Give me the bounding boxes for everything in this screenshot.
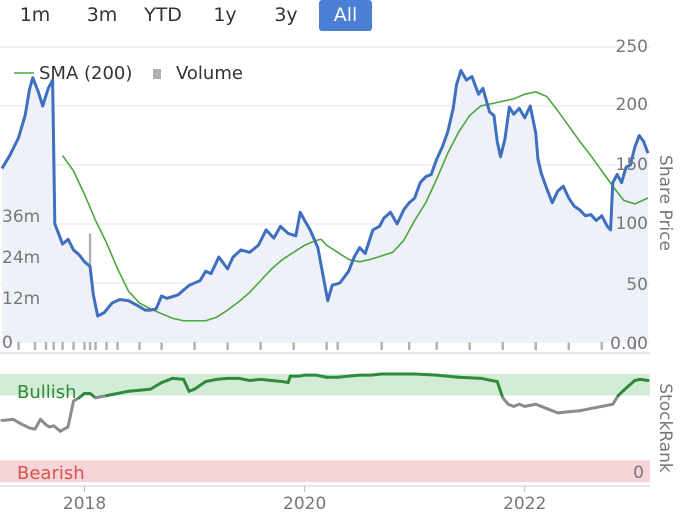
stockrank-line-segment (193, 380, 208, 391)
range-button-ytd[interactable]: YTD (144, 4, 182, 26)
x-tick-label: 2022 (503, 494, 546, 513)
stockrank-line-segment (270, 378, 285, 384)
volume-bar (105, 335, 108, 350)
volume-tick-label: 36m (2, 207, 40, 227)
price-tick-label: 150 (616, 155, 648, 175)
price-tick-label: 100 (616, 214, 648, 234)
stockrank-line-segment (19, 422, 32, 430)
stockrank-line-segment (116, 389, 131, 395)
stockrank-line-segment (347, 373, 362, 378)
legend-volume-label: Volume (176, 63, 243, 84)
stockrank-line-segment (160, 376, 175, 385)
volume-tick-label: 24m (2, 248, 40, 268)
stockrank-line-segment (171, 376, 186, 381)
range-button-1m[interactable]: 1m (19, 4, 51, 26)
stockrank-line-segment (369, 372, 384, 377)
stockrank-line-segment (578, 407, 593, 413)
stockrank-axis-title: StockRank (655, 383, 675, 473)
volume-bar (61, 339, 64, 350)
stockrank-line-segment (138, 387, 153, 392)
bullish-label: Bullish (17, 382, 77, 403)
stockrank-line-segment (589, 404, 604, 411)
bearish-label: Bearish (17, 463, 85, 484)
stockrank-line-segment (215, 376, 230, 381)
stockrank-line-segment (336, 374, 351, 379)
stockrank-line-segment (314, 373, 329, 379)
stockrank-line-segment (248, 377, 263, 382)
stockrank-tick-label: 0 (633, 463, 644, 483)
stockrank-line-segment (435, 373, 461, 379)
range-button-3m[interactable]: 3m (86, 4, 118, 26)
stockrank-line-segment (105, 391, 120, 398)
volume-bar (226, 342, 229, 350)
stockrank-line-segment (556, 410, 571, 415)
legend-sma-label: SMA (200) (39, 63, 132, 84)
x-tick-label: 2020 (283, 494, 326, 513)
volume-bar (160, 342, 163, 350)
volume-bar (138, 339, 141, 350)
stockrank-line-segment (237, 376, 252, 382)
stockrank-line-segment (638, 377, 650, 382)
volume-bar (193, 339, 196, 350)
stockrank-line-segment (413, 372, 439, 377)
range-button-1y[interactable]: 1y (213, 4, 237, 26)
price-area (2, 70, 648, 342)
volume-bar (600, 339, 603, 350)
volume-bar (534, 339, 537, 350)
stockrank-line-segment (182, 377, 191, 393)
volume-bar (116, 339, 119, 350)
stockrank-line-segment (259, 377, 274, 382)
volume-bar (567, 342, 570, 350)
stockrank-line-segment (94, 394, 109, 400)
volume-bar (380, 335, 383, 350)
volume-bar (72, 335, 75, 350)
range-button-all[interactable]: All (319, 0, 372, 31)
volume-bar (33, 335, 37, 350)
price-tick-label: 50 (626, 275, 648, 295)
sma-line (61, 91, 649, 322)
stockrank-line-segment (66, 399, 76, 429)
stockrank-line-segment (204, 377, 219, 384)
stockrank-line-segment (567, 409, 582, 414)
price-line (0, 69, 650, 318)
stockrank-line-segment (457, 375, 483, 380)
volume-bar (468, 342, 471, 350)
volume-tick-label: 0 (2, 333, 13, 353)
volume-bar (259, 339, 262, 350)
bearish-band (0, 460, 650, 482)
price-tick-label: 200 (616, 95, 648, 115)
stockrank-line-segment (33, 417, 43, 431)
volume-bar (17, 339, 20, 350)
stockrank-line-segment (0, 417, 15, 422)
price-axis-title: Share Price (655, 155, 675, 251)
range-button-3y[interactable]: 3y (274, 4, 298, 26)
price-tick-label: 0.00 (610, 334, 648, 354)
range-selector: 1m 3m YTD 1y 3y All (0, 0, 400, 34)
stockrank-line-segment (600, 402, 615, 408)
volume-bar (292, 342, 295, 350)
stockrank-line-segment (479, 376, 499, 384)
legend-volume-swatch (153, 69, 161, 79)
stockrank-line-segment (127, 388, 142, 393)
x-tick-label: 2018 (63, 494, 106, 513)
stockrank-line-segment (495, 380, 505, 400)
stockrank-line-segment (523, 402, 538, 408)
volume-bar (336, 339, 339, 350)
price-tick-label: 250 (616, 37, 648, 57)
stockrank-line-segment (622, 378, 637, 392)
stockrank-line-segment (545, 407, 560, 415)
stockrank-line-segment (149, 381, 164, 391)
stockrank-line-segment (611, 394, 620, 406)
volume-bar (435, 339, 438, 350)
volume-tick-label: 12m (2, 289, 40, 309)
